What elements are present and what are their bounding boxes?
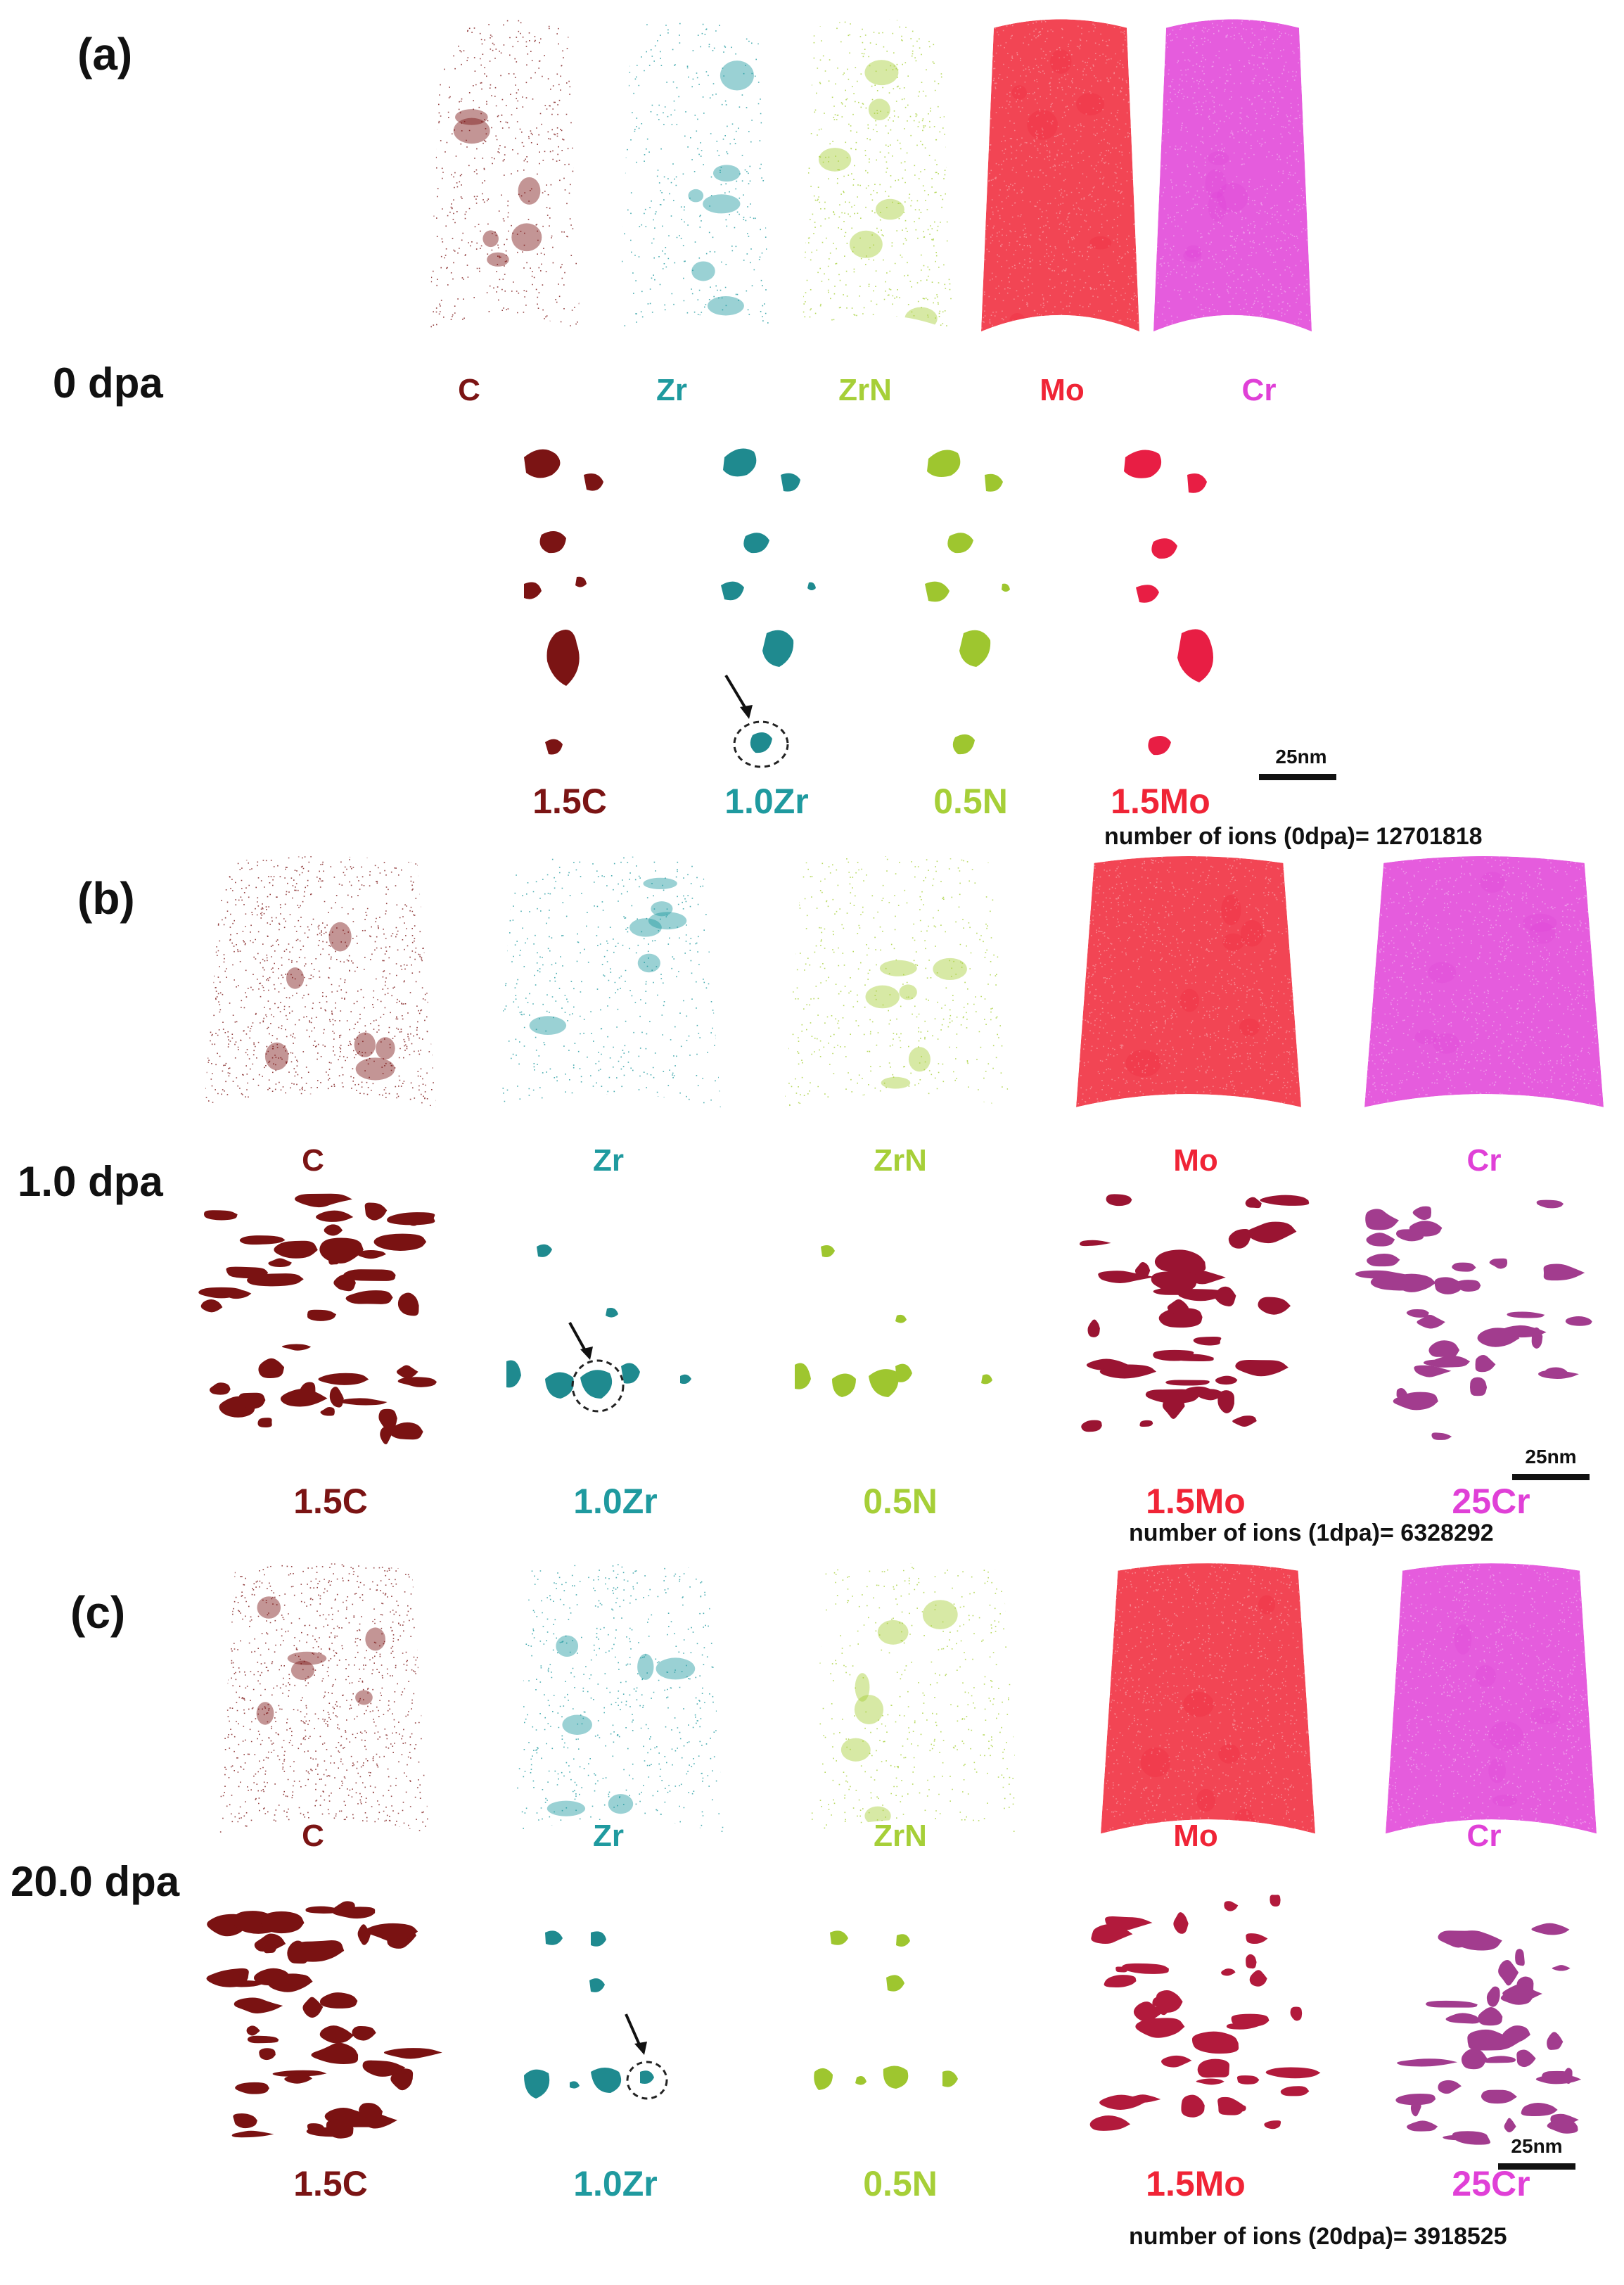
atom-map-b-Cr [1364, 855, 1604, 1107]
panel-a-label: (a) [77, 29, 133, 79]
atom-map-b-C [204, 855, 436, 1107]
panel-a-label-Mo: Mo [1040, 373, 1085, 407]
panel-a-label-Cr: Cr [1241, 373, 1277, 407]
panel-b-scale-label: 25nm [1525, 1446, 1577, 1468]
panel-c-scale-label: 25nm [1511, 2135, 1563, 2157]
atom-map-a-C [429, 19, 580, 332]
panel-a-label-ZrN: ZrN [838, 373, 892, 407]
panel-b-ion-count: number of ions (1dpa)= 6328292 [1129, 1520, 1494, 1546]
atom-map-b-Mo [1076, 855, 1301, 1107]
panel-b-label-Mo: Mo [1173, 1143, 1218, 1178]
panel-c-iso-Cr: 25Cr [1452, 2164, 1530, 2203]
panel-c-label-ZrN: ZrN [874, 1819, 927, 1853]
atom-map-c-ZrN [809, 1563, 1020, 1834]
atom-map-c-Mo [1101, 1563, 1315, 1834]
isosurface-b-C [198, 1193, 437, 1445]
isosurface-a-C [524, 449, 603, 755]
panel-a-dose: 0 dpa [53, 359, 163, 407]
panel-c-scale-bar [1498, 2163, 1575, 2170]
panel-a-ion-count: number of ions (0dpa)= 12701818 [1104, 823, 1483, 850]
panel-c-ion-count: number of ions (20dpa)= 3918525 [1129, 2223, 1507, 2250]
isosurface-a-Zr [721, 448, 816, 768]
panel-c-label: (c) [70, 1587, 126, 1638]
atom-map-c-Cr [1386, 1563, 1597, 1834]
panel-b-iso-N: 0.5N [863, 1482, 938, 1521]
panel-a-scale-label: 25nm [1275, 746, 1327, 768]
panel-c-iso-Zr: 1.0Zr [573, 2164, 658, 2203]
panel-c-iso-Mo: 1.5Mo [1146, 2164, 1246, 2203]
panel-b-label-ZrN: ZrN [874, 1143, 927, 1178]
atom-map-a-Mo [981, 19, 1139, 332]
panel-b-iso-Zr: 1.0Zr [573, 1482, 658, 1521]
panel-b-scale-bar [1512, 1474, 1590, 1480]
panel-c-dose: 20.0 dpa [11, 1858, 180, 1905]
isosurface-b-Cr [1355, 1199, 1592, 1440]
panel-b-iso-Cr: 25Cr [1452, 1482, 1530, 1521]
atom-map-c-C [218, 1563, 429, 1834]
atom-map-a-Cr [1153, 19, 1312, 332]
panel-c-iso-C: 1.5C [293, 2164, 368, 2203]
panel-b-iso-C: 1.5C [293, 1482, 368, 1521]
isosurface-c-Cr [1395, 1923, 1582, 2145]
panel-c-label-Mo: Mo [1173, 1819, 1218, 1853]
panel-c-label-Zr: Zr [593, 1819, 624, 1853]
panel-b-iso-Mo: 1.5Mo [1146, 1482, 1246, 1521]
panel-a-iso-C: 1.5C [532, 782, 607, 821]
panel-a-label-C: C [458, 373, 480, 407]
panel-c-iso-N: 0.5N [863, 2164, 938, 2203]
isosurface-c-ZrN [814, 1930, 958, 2090]
panel-a-iso-Zr: 1.0Zr [724, 782, 809, 821]
panel-a-iso-Mo: 1.5Mo [1111, 782, 1210, 821]
panel-b-dose: 1.0 dpa [18, 1158, 163, 1205]
atom-map-a-Zr [619, 19, 770, 332]
atom-map-b-ZrN [784, 855, 1009, 1107]
panel-a-label-Zr: Zr [656, 373, 687, 407]
panel-c-label-Cr: Cr [1466, 1819, 1502, 1853]
isosurface-b-ZrN [795, 1245, 992, 1397]
isosurface-b-Mo [1079, 1194, 1310, 1432]
panel-b-label-Cr: Cr [1466, 1143, 1502, 1178]
panel-c-label-C: C [302, 1819, 324, 1853]
isosurface-c-Zr [524, 1930, 668, 2100]
panel-a-scale-bar [1259, 774, 1336, 780]
isosurface-b-Zr [506, 1244, 691, 1413]
panel-b-label: (b) [77, 873, 135, 924]
atom-map-a-ZrN [802, 19, 953, 332]
atom-map-c-Zr [513, 1563, 724, 1834]
isosurface-c-Mo [1089, 1895, 1321, 2131]
isosurface-a-Mo [1124, 450, 1213, 756]
isosurface-c-C [206, 1901, 442, 2139]
panel-b-label-Zr: Zr [593, 1143, 624, 1178]
atom-map-b-Zr [496, 855, 721, 1107]
panel-a-iso-N: 0.5N [933, 782, 1008, 821]
panel-b-label-C: C [302, 1143, 324, 1178]
isosurface-a-ZrN [925, 450, 1010, 755]
